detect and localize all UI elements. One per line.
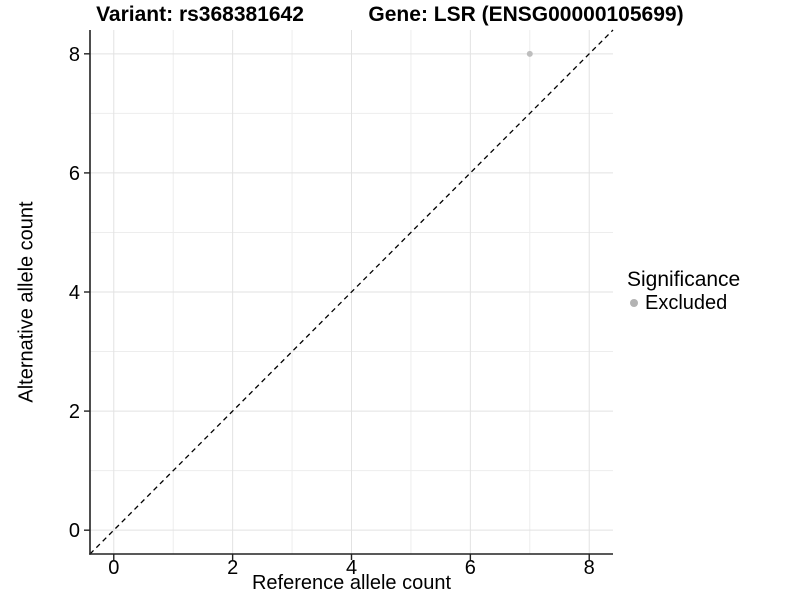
legend-key-dot-icon [630,299,638,307]
legend-title: Significance [627,268,741,291]
identity-dashed-line [89,29,614,555]
legend-items: Excluded [627,292,740,314]
x-axis-title: Reference allele count [251,572,451,594]
plot-title-variant: Variant: rs368381642 [96,3,304,26]
x-tick-label: 0 [108,557,119,579]
y-tick-label: 2 [69,401,80,423]
x-tick-label: 4 [346,557,357,579]
plot-title-gene: Gene: LSR (ENSG00000105699) [368,3,684,26]
y-tick-label: 8 [69,44,80,66]
x-tick-label: 6 [465,557,476,579]
y-tick-label: 4 [69,282,80,304]
legend-item-label: Excluded [645,291,728,314]
x-tick-label: 2 [227,557,238,579]
y-axis-title: Alternative allele count [15,201,38,403]
data-point [526,50,533,57]
x-tick-label: 8 [584,557,595,579]
y-tick-label: 0 [69,520,80,542]
y-tick-label: 6 [69,163,80,185]
legend-item: Excluded [627,292,740,314]
legend: Significance Excluded [627,268,740,314]
